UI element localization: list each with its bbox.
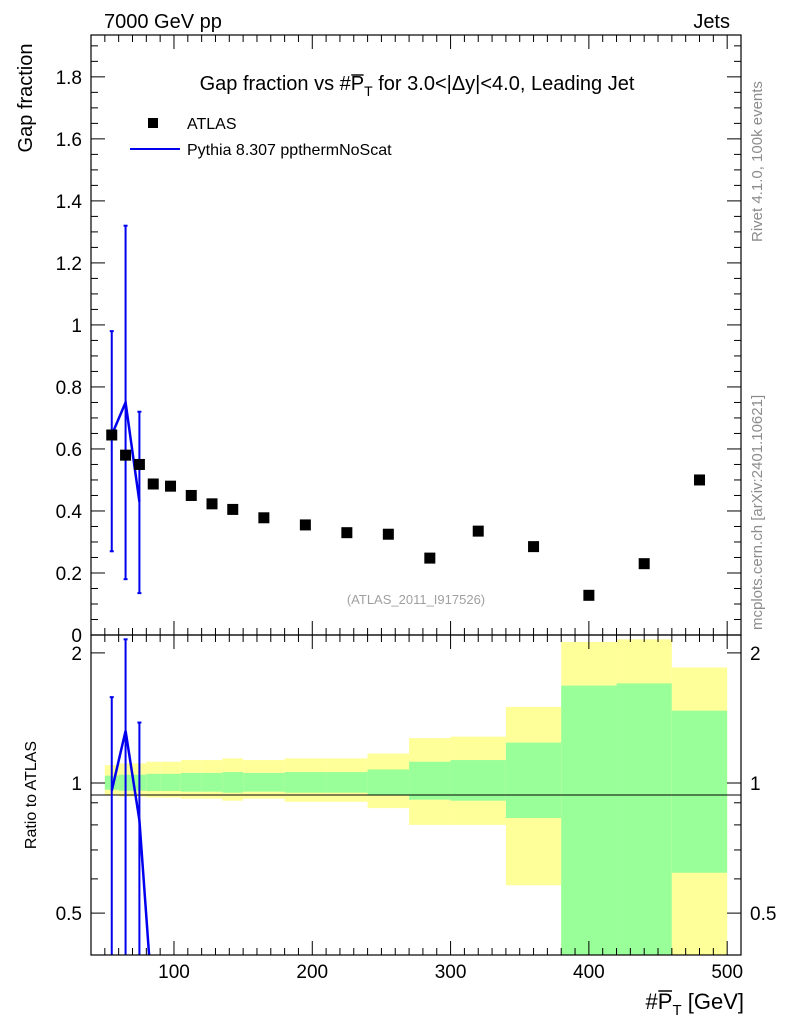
data-point (185, 489, 197, 501)
main-ytick-label: 1.6 (56, 130, 82, 151)
header-left: 7000 GeV pp (104, 11, 222, 33)
main-ticks (91, 35, 741, 636)
ratio-ytick-label-left: 0.5 (56, 904, 82, 925)
main-y-tick-labels: 0 0.2 0.4 0.6 0.8 1 1.2 1.4 1.6 1.8 (56, 68, 83, 647)
x-tick-label: 200 (296, 962, 328, 983)
ratio-band-inner (160, 773, 181, 792)
ratio-panel: 0.5 0.5 1 1 2 2 100 200 300 400 500 Ratio to ATLA… (23, 634, 777, 1019)
x-tick-label: 500 (711, 962, 743, 983)
ratio-band-inner (326, 772, 368, 793)
data-point (258, 512, 270, 524)
data-point (206, 498, 218, 510)
header-right: Jets (693, 11, 730, 33)
data-point (528, 541, 540, 553)
main-ytick-label: 1.4 (56, 192, 83, 213)
x-tick-label: 400 (573, 962, 605, 983)
data-point (341, 527, 353, 539)
main-ytick-label: 1 (71, 316, 82, 337)
data-point (299, 519, 311, 531)
data-point (147, 478, 159, 490)
ratio-ylabel: Ratio to ATLAS (23, 741, 40, 849)
ratio-band-inner (146, 773, 161, 792)
data-point (583, 589, 595, 601)
main-ytick-label: 0.2 (56, 564, 82, 585)
data-point (133, 458, 145, 470)
ratio-band-inner (284, 772, 327, 793)
chart-title: Gap fraction vs #PT for 3.0<|Δy|<4.0, Le… (200, 73, 635, 99)
ratio-band-inner (243, 772, 285, 792)
ratio-band-inner (367, 769, 410, 796)
data-point (165, 480, 177, 492)
main-ytick-label: 0 (71, 626, 82, 647)
ratio-band-inner (222, 772, 244, 793)
mcplots-citation-text: mcplots.cern.ch [arXiv:2401.10621] (749, 395, 766, 630)
mc-series (109, 224, 142, 595)
data-point (694, 474, 706, 486)
main-ytick-label: 0.4 (56, 502, 83, 523)
data-point (120, 449, 132, 461)
ratio-band-inner (505, 742, 562, 818)
ratio-bands (104, 639, 728, 955)
main-ytick-label: 0.6 (56, 440, 82, 461)
data-point (227, 503, 239, 515)
data-point (638, 558, 650, 570)
ratio-band-inner (561, 685, 617, 955)
x-tick-label: 300 (435, 962, 467, 983)
ratio-band-inner (616, 683, 672, 955)
main-ytick-label: 0.8 (56, 378, 82, 399)
ratio-ytick-label-right: 2 (750, 644, 761, 665)
main-ytick-label: 1.8 (56, 68, 82, 89)
legend-marker-atlas (148, 118, 158, 128)
ratio-band-inner (450, 760, 506, 801)
legend-label-atlas: ATLAS (187, 116, 237, 133)
legend: ATLAS Pythia 8.307 ppthermNoScat (130, 116, 392, 159)
ratio-band-inner (671, 710, 728, 873)
ratio-frame (90, 634, 742, 956)
ratio-mc-line (110, 730, 151, 956)
ratio-mc-series (109, 638, 151, 956)
ratio-band-inner (180, 772, 202, 792)
x-axis-label: #PT [GeV] (646, 989, 744, 1019)
data-point (424, 552, 436, 564)
ratio-ytick-label-left: 2 (71, 644, 82, 665)
data-point (472, 525, 484, 537)
data-point (106, 429, 118, 441)
main-ylabel: Gap fraction (15, 44, 37, 153)
ratio-ticks (91, 635, 741, 955)
ratio-y-tick-labels: 0.5 0.5 1 1 2 2 (56, 644, 777, 925)
ratio-ytick-label-right: 1 (750, 774, 761, 795)
x-tick-label: 100 (158, 962, 190, 983)
legend-label-pythia: Pythia 8.307 ppthermNoScat (187, 142, 392, 159)
data-point (382, 528, 394, 540)
main-panel: 0 0.2 0.4 0.6 0.8 1 1.2 1.4 1.6 1.8 (ATLAS_2011_I… (15, 34, 742, 647)
ratio-ytick-label-left: 1 (71, 774, 82, 795)
ratio-band-inner (409, 761, 451, 800)
rivet-version-text: Rivet 4.1.0, 100k events (749, 81, 766, 242)
data-series (106, 429, 706, 601)
ratio-ytick-label-right: 0.5 (750, 904, 776, 925)
analysis-watermark: (ATLAS_2011_I917526) (347, 592, 485, 607)
ratio-band-inner (201, 772, 223, 792)
main-ytick-label: 1.2 (56, 254, 82, 275)
x-tick-labels: 100 200 300 400 500 (158, 962, 743, 983)
